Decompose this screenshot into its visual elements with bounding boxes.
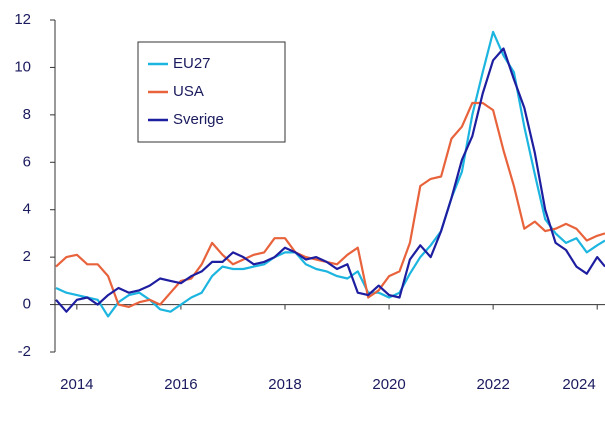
y-tick-label: 12 <box>14 11 31 28</box>
x-tick-label: 2024 <box>562 376 595 393</box>
series-line <box>55 101 605 308</box>
legend-label: USA <box>173 83 204 100</box>
x-tick-label: 2022 <box>476 376 509 393</box>
y-tick-label: -2 <box>18 343 31 360</box>
y-tick-label: 4 <box>23 201 31 218</box>
x-tick-label: 2014 <box>60 376 93 393</box>
y-tick-label: 6 <box>23 153 31 170</box>
y-tick-label: 0 <box>23 296 31 313</box>
legend-label: Sverige <box>173 111 224 128</box>
x-tick-label: 2020 <box>372 376 405 393</box>
y-tick-label: 10 <box>14 58 31 75</box>
y-tick-label: 2 <box>23 248 31 265</box>
y-tick-label: 8 <box>23 106 31 123</box>
series-line <box>55 47 605 313</box>
x-tick-label: 2018 <box>268 376 301 393</box>
legend-label: EU27 <box>173 55 211 72</box>
legend: EU27 USA Sverige <box>137 41 286 143</box>
x-tick-label: 2016 <box>164 376 197 393</box>
